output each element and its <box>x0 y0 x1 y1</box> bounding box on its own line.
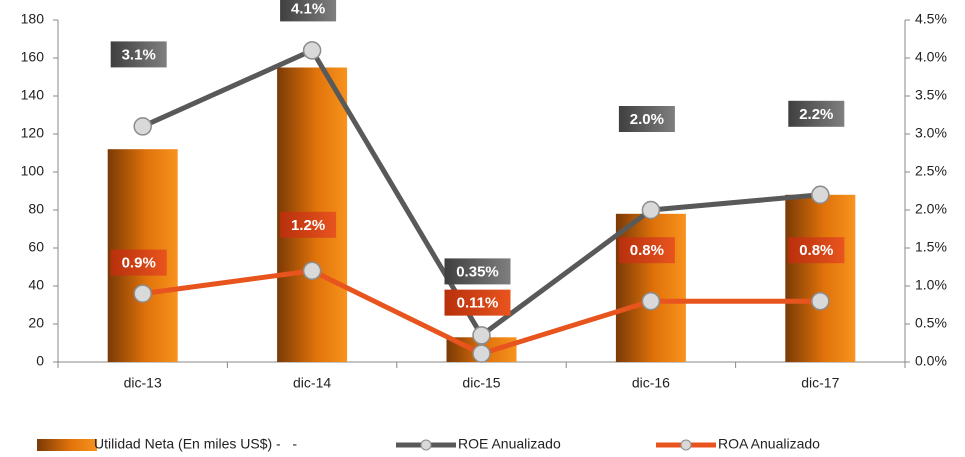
y-tick-label: 120 <box>21 125 45 141</box>
y2-tick-label: 1.5% <box>915 239 947 255</box>
y-tick-label: 40 <box>28 277 44 293</box>
legend-label: Utilidad Neta (En miles US$) - - <box>94 436 297 452</box>
data-label: 0.8% <box>799 242 833 259</box>
point <box>641 200 661 220</box>
data-label: 0.11% <box>457 295 499 312</box>
x-tick-label: dic-14 <box>293 375 331 391</box>
point <box>472 326 491 345</box>
point <box>302 261 322 281</box>
data-label: 0.35% <box>456 263 499 280</box>
data-label: 2.0% <box>630 111 664 128</box>
data-label: 0.8% <box>630 242 664 259</box>
point <box>302 41 322 60</box>
y2-tick-label: 3.5% <box>915 87 947 103</box>
data-label-box <box>280 211 337 238</box>
data-label: 0.9% <box>122 255 156 272</box>
data-label-box <box>618 237 675 264</box>
legend-label: ROE Anualizado <box>458 436 561 452</box>
data-label-box <box>618 106 675 132</box>
x-tick-label: dic-17 <box>801 375 839 391</box>
y2-tick-label: 1.0% <box>915 277 947 293</box>
y2-tick-label: 4.5% <box>915 11 947 27</box>
point <box>641 291 661 311</box>
y2-tick-label: 2.5% <box>915 163 947 179</box>
point <box>811 291 830 311</box>
data-label-box <box>110 41 167 68</box>
y-tick-label: 80 <box>28 201 44 217</box>
data-label-box <box>110 249 167 276</box>
y-tick-label: 140 <box>21 87 45 103</box>
legend-marker <box>420 439 432 451</box>
y-tick-label: 180 <box>21 11 45 27</box>
bar <box>615 213 686 362</box>
y-tick-label: 0 <box>36 353 44 369</box>
x-tick-label: dic-16 <box>632 375 670 391</box>
y2-tick-label: 0.0% <box>915 353 947 369</box>
y-tick-label: 160 <box>21 49 45 65</box>
data-label: 4.1% <box>291 0 325 17</box>
data-label: 3.1% <box>122 46 156 63</box>
legend-swatch <box>37 439 97 451</box>
legend-marker <box>680 439 692 451</box>
x-tick-label: dic-15 <box>462 375 500 391</box>
y2-tick-label: 3.0% <box>915 125 947 141</box>
y2-tick-label: 0.5% <box>915 315 947 331</box>
data-label-box <box>444 289 511 316</box>
data-label-box <box>788 237 845 264</box>
y-tick-label: 60 <box>28 239 44 255</box>
point <box>133 284 152 303</box>
x-tick-label: dic-13 <box>124 375 162 391</box>
legend-label: ROA Anualizado <box>718 436 820 452</box>
point <box>472 344 491 363</box>
y-tick-label: 20 <box>28 315 44 331</box>
data-label: 1.2% <box>291 217 325 234</box>
y-tick-label: 100 <box>21 163 45 179</box>
data-label-box <box>444 258 511 285</box>
point <box>811 185 830 205</box>
y2-tick-label: 4.0% <box>915 49 947 65</box>
y2-tick-label: 2.0% <box>915 201 947 217</box>
bar <box>785 194 856 362</box>
point <box>133 117 152 136</box>
data-label: 2.2% <box>799 106 833 123</box>
data-label-box <box>280 0 337 22</box>
data-label-box <box>788 100 845 127</box>
